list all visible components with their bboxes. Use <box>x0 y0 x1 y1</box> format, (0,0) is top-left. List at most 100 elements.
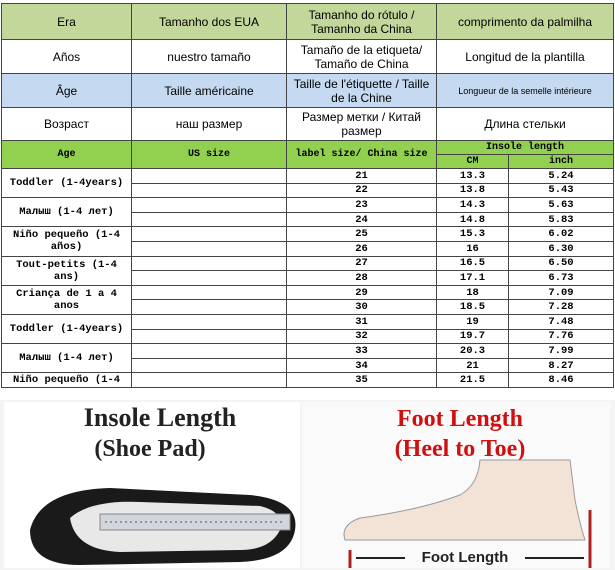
inch-cell: 5.83 <box>508 211 614 228</box>
header-cell: Años <box>1 39 132 74</box>
label-size-cell: 31 <box>286 313 437 330</box>
cm-cell: 14.3 <box>436 197 509 213</box>
inch-cell: 6.50 <box>508 255 614 272</box>
inch-cell: 5.63 <box>508 197 614 213</box>
header-cell: Tamanho do rótulo / Tamanho da China <box>286 3 437 40</box>
inch-cell: 6.02 <box>508 226 614 242</box>
age-cell: Toddler (1-4years) <box>1 167 132 199</box>
data-row: Tout-petits (1-4 ans) 27 16.5 6.50 <box>1 255 614 286</box>
us-size-cell <box>131 299 287 315</box>
header-cell: inch <box>508 154 614 169</box>
data-row: Criança de 1 a 4 anos 29 18 7.09 <box>1 284 614 315</box>
label-size-cell: 27 <box>286 255 437 272</box>
header-cell: label size/ China size <box>286 140 437 169</box>
inch-cell: 7.09 <box>508 284 614 301</box>
label-size-cell: 22 <box>286 182 437 199</box>
label-size-cell: 30 <box>286 299 437 315</box>
header-cell: Age <box>1 140 132 169</box>
us-size-cell <box>131 182 287 199</box>
header-cell: Era <box>1 3 132 40</box>
cm-cell: 13.8 <box>436 182 509 199</box>
header-row: Возраст наш размер Размер метки / Китай ра… <box>1 107 614 141</box>
header-cell: comprimento da palmilha <box>436 3 614 40</box>
us-size-cell <box>131 357 287 374</box>
header-cell: Insole length <box>436 140 614 155</box>
inch-cell: 7.28 <box>508 299 614 315</box>
right-subtitle: (Heel to Toe) <box>395 436 526 462</box>
inch-cell: 6.73 <box>508 270 614 286</box>
label-size-cell: 34 <box>286 357 437 374</box>
header-cell: CM <box>436 154 509 169</box>
column-header-row: Age US size label size/ China size Insole l… <box>1 140 614 169</box>
us-size-cell <box>131 226 287 242</box>
header-cell: US size <box>131 140 287 169</box>
foot <box>343 459 586 541</box>
header-cell: Tamaño de la etiqueta/ Tamaño de China <box>286 39 437 74</box>
label-size-cell: 33 <box>286 343 437 359</box>
header-cell: nuestro tamaño <box>131 39 287 74</box>
header-row: Era Tamanho dos EUA Tamanho do rótulo / Ta… <box>1 3 614 40</box>
header-cell: Tamanho dos EUA <box>131 3 287 40</box>
label-size-cell: 32 <box>286 328 437 345</box>
cm-cell: 21.5 <box>436 372 509 388</box>
age-cell: Tout-petits (1-4 ans) <box>1 255 132 286</box>
label-size-cell: 24 <box>286 211 437 228</box>
inch-cell: 8.46 <box>508 372 614 388</box>
inch-cell: 8.27 <box>508 357 614 374</box>
age-cell: Niño pequeño (1-4 <box>1 372 132 388</box>
left-subtitle: (Shoe Pad) <box>94 436 205 462</box>
header-cell: Longitud de la plantilla <box>436 39 614 74</box>
cm-cell: 18.5 <box>436 299 509 315</box>
label-size-cell: 21 <box>286 168 437 184</box>
label-size-cell: 35 <box>286 372 437 388</box>
us-size-cell <box>131 240 287 257</box>
header-cell: Размер метки / Китай размер <box>286 107 437 141</box>
us-size-cell <box>131 343 287 359</box>
header-cell: Длина стельки <box>436 107 614 141</box>
cm-cell: 16 <box>436 240 509 257</box>
data-row: 32 19.7 7.76 <box>2 328 614 345</box>
inch-cell: 6.30 <box>508 240 614 257</box>
header-cell: Âge <box>1 73 132 108</box>
header-cell: наш размер <box>131 107 287 141</box>
data-row: 28 17.1 6.73 <box>2 270 614 286</box>
left-title: Insole Length <box>84 403 237 432</box>
header-cell: Возраст <box>1 107 132 141</box>
us-size-cell <box>131 284 287 301</box>
inch-cell: 5.24 <box>508 168 614 184</box>
inch-cell: 5.43 <box>508 182 614 199</box>
data-row: Toddler (1-4years) 21 13.3 5.24 <box>1 167 614 199</box>
cm-cell: 19 <box>436 313 509 330</box>
age-cell: Toddler (1-4years) <box>1 313 132 345</box>
illustration: Insole Length (Shoe Pad) Foot Length (He… <box>0 400 615 570</box>
cm-cell: 14.8 <box>436 211 509 228</box>
cm-cell: 18 <box>436 284 509 301</box>
foot-label: Foot Length <box>422 549 509 566</box>
data-row: Niño pequeño (1-4 35 21.5 8.46 <box>1 372 614 388</box>
age-cell: Малыш (1-4 лет) <box>1 197 132 228</box>
header-cell: Longueur de la semelle intérieure <box>436 73 614 108</box>
us-size-cell <box>131 372 287 388</box>
label-bg <box>405 548 525 568</box>
right-title: Foot Length <box>397 406 523 432</box>
data-row: Малыш (1-4 лет) 33 20.3 7.99 <box>1 343 614 374</box>
cm-cell: 21 <box>436 357 509 374</box>
label-size-cell: 28 <box>286 270 437 286</box>
data-row: Малыш (1-4 лет) 23 14.3 5.63 <box>1 197 614 228</box>
inch-cell: 7.48 <box>508 313 614 330</box>
us-size-cell <box>131 211 287 228</box>
data-row: Niño pequeño (1-4 años) 25 15.3 6.02 <box>1 226 614 257</box>
cm-cell: 13.3 <box>436 168 509 184</box>
cm-cell: 16.5 <box>436 255 509 272</box>
data-row: 26 16 6.30 <box>2 240 614 257</box>
cm-cell: 15.3 <box>436 226 509 242</box>
header-row: Âge Taille américaine Taille de l'étiquett… <box>1 73 614 108</box>
cm-cell: 19.7 <box>436 328 509 345</box>
column-header-row: CM inch <box>2 154 614 169</box>
age-cell: Niño pequeño (1-4 años) <box>1 226 132 257</box>
us-size-cell <box>131 255 287 272</box>
inch-cell: 7.99 <box>508 343 614 359</box>
us-size-cell <box>131 168 287 184</box>
us-size-cell <box>131 313 287 330</box>
